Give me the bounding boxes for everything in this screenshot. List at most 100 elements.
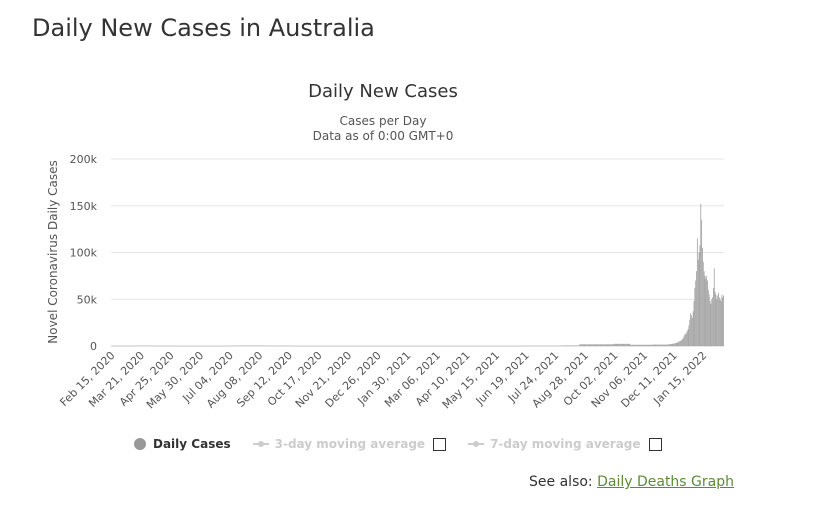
bar	[664, 344, 666, 346]
bar	[707, 280, 708, 346]
bar	[677, 342, 679, 346]
bar	[576, 345, 578, 346]
bar	[673, 343, 675, 346]
daily-deaths-graph-link[interactable]: Daily Deaths Graph	[597, 474, 734, 490]
bar	[600, 344, 602, 346]
bar	[678, 341, 680, 346]
bar	[652, 344, 653, 346]
bar	[617, 343, 619, 346]
bar	[576, 345, 577, 346]
bar	[650, 344, 652, 346]
bar	[645, 344, 647, 346]
bar	[646, 344, 648, 346]
bar	[636, 344, 638, 346]
bar	[663, 344, 665, 346]
y-axis-title: Novel Coronavirus Daily Cases	[46, 160, 60, 343]
bar	[578, 345, 580, 346]
legend-label-3-day-average: 3-day moving average	[274, 437, 426, 451]
bar	[644, 344, 646, 346]
grid-lines	[111, 158, 724, 347]
bar	[593, 344, 595, 346]
bar	[622, 343, 624, 346]
line-marker-icon	[252, 439, 269, 449]
bar	[619, 343, 621, 346]
bar	[703, 271, 705, 346]
bar	[709, 301, 711, 346]
bar	[604, 344, 606, 346]
page-heading: Daily New Cases in Australia	[32, 14, 375, 42]
bar	[661, 344, 663, 346]
chart-subtitle-line-2: Data as of 0:00 GMT+0	[313, 129, 454, 143]
bar	[691, 317, 693, 346]
bar	[607, 344, 609, 346]
bar	[714, 291, 716, 346]
bar	[598, 344, 600, 346]
y-tick-label: 0	[90, 340, 97, 353]
bar	[672, 343, 674, 346]
bar	[639, 344, 641, 346]
bar	[615, 343, 617, 346]
bar	[566, 345, 568, 346]
bar	[589, 344, 591, 346]
bar	[583, 344, 585, 346]
bar	[662, 344, 664, 346]
bar	[690, 313, 692, 346]
bar	[599, 344, 601, 346]
legend-item-3-day-average[interactable]: 3-day moving average	[252, 437, 426, 451]
toggle-7-day-average-checkbox[interactable]	[648, 437, 662, 451]
bar	[563, 345, 565, 346]
bar	[574, 345, 576, 346]
bar	[717, 295, 719, 346]
bar-series	[111, 203, 724, 347]
bar	[608, 344, 610, 346]
bar	[718, 292, 719, 346]
toggle-3-day-average-checkbox[interactable]	[433, 437, 447, 451]
bar	[685, 333, 686, 346]
bar	[570, 345, 572, 346]
bar	[681, 339, 683, 346]
bar	[668, 344, 670, 346]
bar	[684, 334, 686, 346]
bar	[715, 294, 717, 346]
legend-label-daily-cases: Daily Cases	[153, 437, 231, 451]
bar	[697, 259, 699, 346]
bar	[691, 315, 692, 346]
bar	[688, 325, 690, 346]
bar	[625, 343, 627, 346]
y-axis-ticks: 0 50k 100k 150k 200k	[70, 153, 98, 353]
bar	[689, 319, 691, 346]
bar	[702, 261, 704, 346]
chart-title: Daily New Cases	[308, 81, 458, 102]
bar	[649, 344, 651, 346]
bar	[658, 344, 660, 346]
bar	[629, 343, 631, 346]
bar	[680, 340, 681, 346]
bar	[666, 344, 668, 346]
legend-item-7-day-average[interactable]: 7-day moving average	[468, 437, 641, 451]
y-tick-label: 150k	[70, 200, 98, 213]
bar	[711, 299, 713, 346]
bar	[655, 344, 657, 346]
bar	[594, 344, 596, 346]
daily-cases-marker-icon	[134, 438, 146, 450]
bar	[705, 278, 707, 346]
legend-item-daily-cases[interactable]: Daily Cases	[134, 437, 231, 451]
bar	[670, 344, 672, 346]
chart-subtitle-line-1: Cases per Day	[340, 114, 427, 128]
bar	[701, 219, 703, 346]
bar	[723, 295, 724, 346]
bar	[652, 344, 654, 346]
bar	[569, 345, 571, 346]
legend-label-7-day-average: 7-day moving average	[490, 437, 641, 451]
bar	[595, 344, 597, 346]
bar	[568, 345, 570, 346]
bar	[640, 344, 642, 346]
bar	[631, 344, 633, 346]
bar	[680, 340, 682, 346]
bar	[587, 344, 589, 346]
bar	[719, 299, 721, 346]
bar	[647, 344, 649, 346]
bar	[602, 344, 604, 346]
bar	[721, 294, 723, 346]
bar	[654, 344, 656, 346]
